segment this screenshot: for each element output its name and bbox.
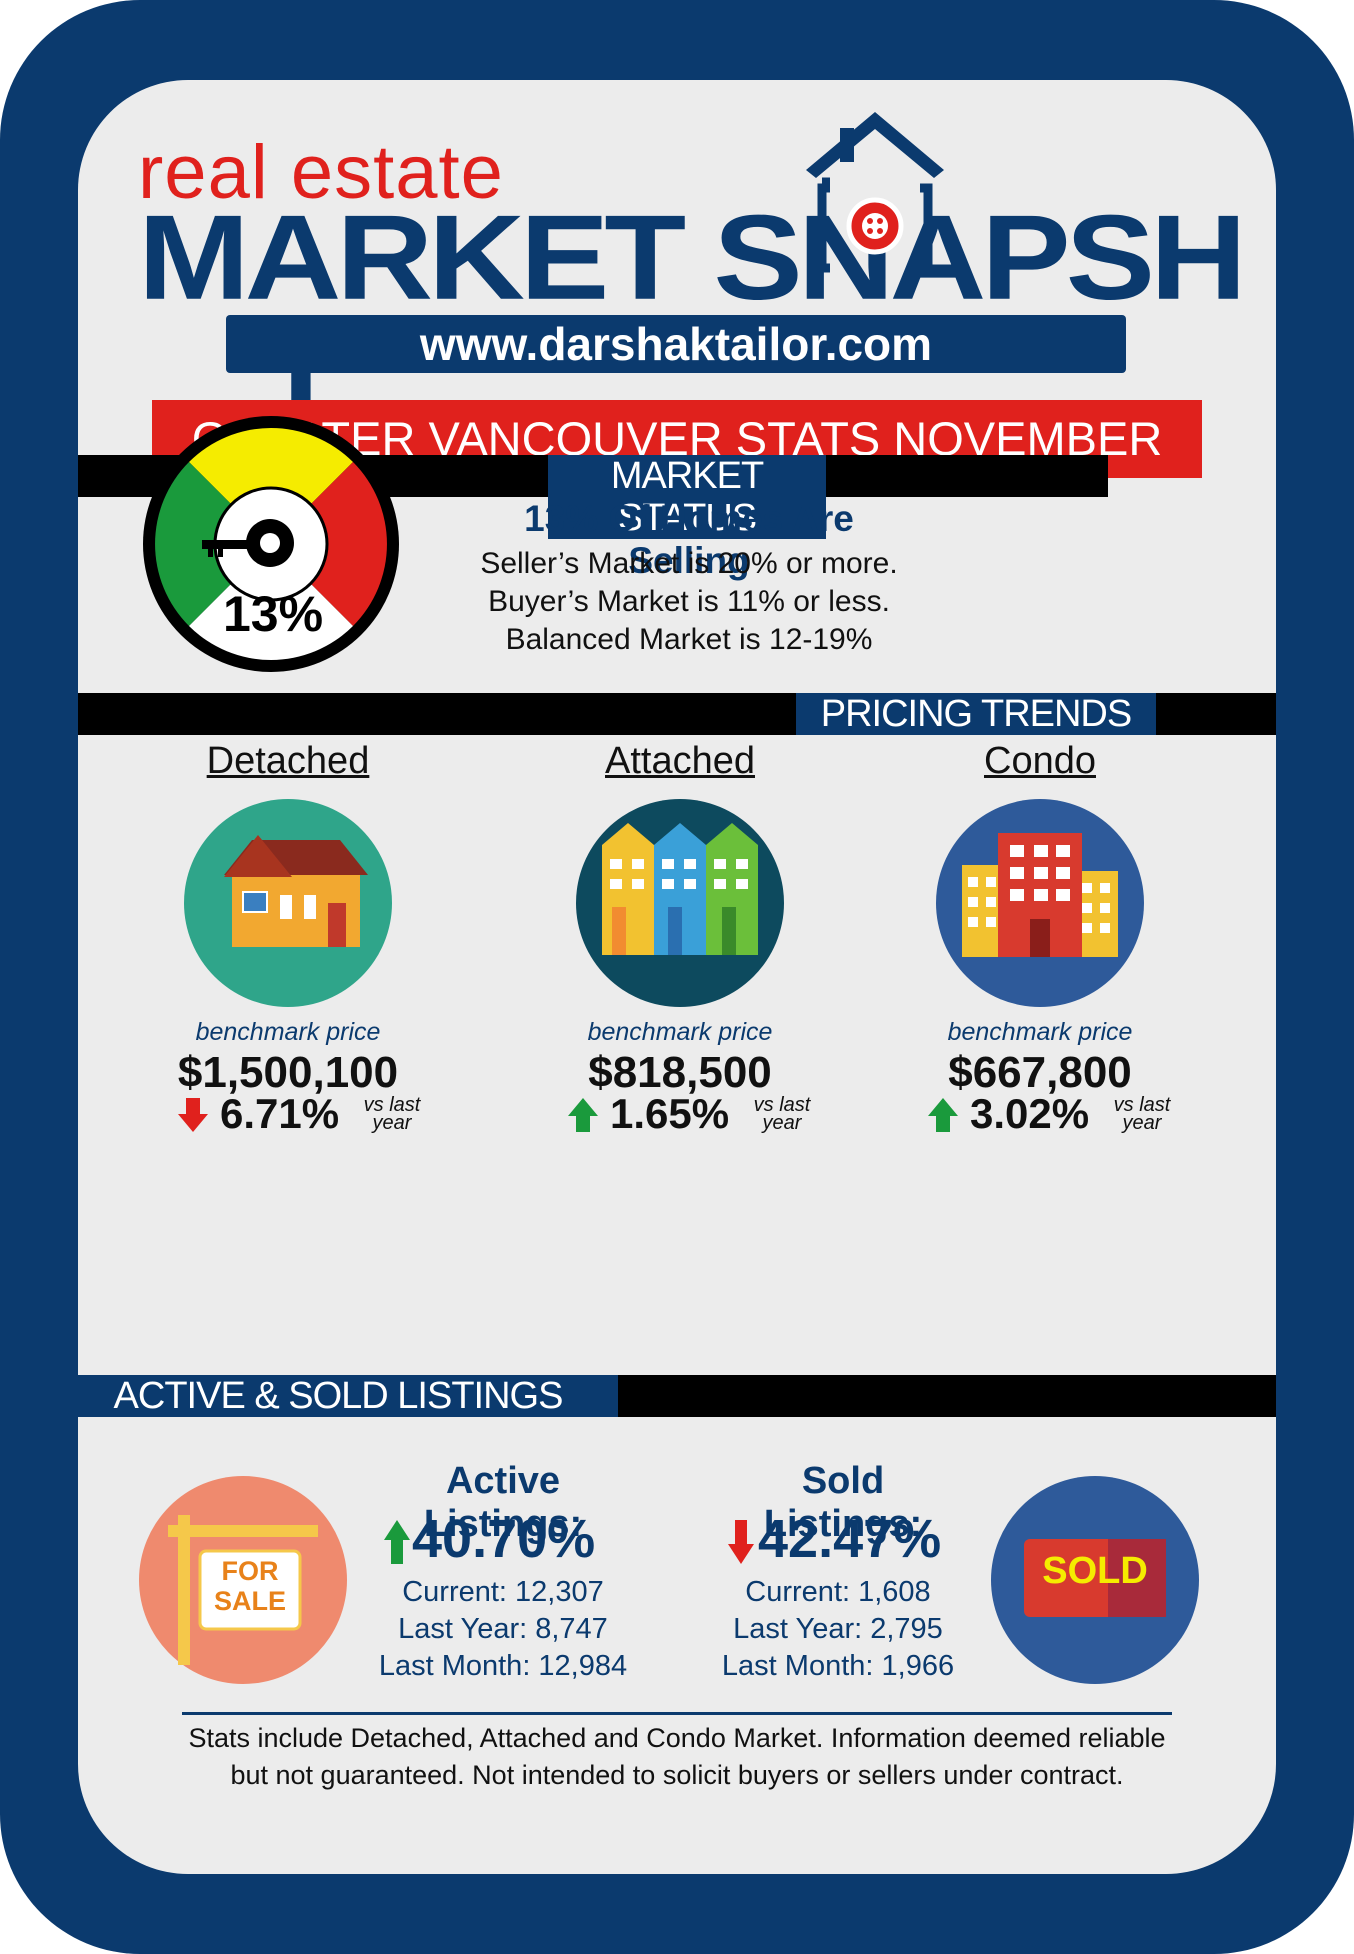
arrow-up-icon [568, 1098, 598, 1132]
attached-title: Attached [605, 740, 755, 782]
sold-listings-pct: 42.47% [758, 1509, 942, 1569]
sold-listings-title: Sold Listings: [763, 1460, 923, 1545]
attached-bench-label: benchmark price [587, 1018, 773, 1046]
condo-price: $667,800 [948, 1048, 1132, 1097]
active-last-month: Last Month: 12,984 [378, 1650, 628, 1682]
market-rules: Seller’s Market is 20% or more. Buyer’s … [474, 545, 904, 659]
website-url[interactable]: www.darshaktailor.com [226, 315, 1126, 373]
market-rule: Buyer’s Market is 11% or less. [488, 585, 890, 618]
market-rule: Seller’s Market is 20% or more. [480, 547, 898, 580]
house-logo-icon [806, 112, 944, 273]
attached-price: $818,500 [588, 1048, 772, 1097]
footer-divider [182, 1712, 1172, 1715]
active-last-year: Last Year: 8,747 [398, 1613, 608, 1645]
vs-line: vs last [753, 1094, 811, 1116]
sold-sign-icon [991, 1476, 1199, 1684]
detached-change: 6.71% [220, 1090, 340, 1137]
arrow-up-icon [384, 1520, 410, 1564]
pricing-label: PRICING TRENDS [796, 693, 1156, 735]
market-rule: Balanced Market is 12-19% [505, 623, 873, 656]
active-listings-title: Active Listings: [423, 1460, 583, 1545]
attached-vs: vs last year [750, 1094, 814, 1134]
condo-change: 3.02% [970, 1090, 1090, 1137]
arrow-down-icon [178, 1098, 208, 1132]
sign-line: FOR [221, 1556, 279, 1586]
detached-bench-label: benchmark price [195, 1018, 381, 1046]
condo-title: Condo [984, 740, 1096, 782]
sold-last-month: Last Month: 1,966 [721, 1650, 955, 1682]
vs-line: vs last [1113, 1094, 1171, 1116]
condo-bench-label: benchmark price [947, 1018, 1133, 1046]
vs-line: year [1122, 1112, 1162, 1134]
sold-listings-details: Current: 1,608 Last Year: 2,795 Last Mon… [718, 1574, 958, 1685]
for-sale-text: FOR SALE [200, 1556, 300, 1616]
gauge-icon [143, 416, 399, 672]
detached-title: Detached [206, 740, 370, 782]
detached-price: $1,500,100 [177, 1048, 399, 1097]
sign-line: SALE [213, 1586, 286, 1616]
sold-sign-text: SOLD [1042, 1550, 1148, 1592]
vs-line: vs last [363, 1094, 421, 1116]
active-listings-details: Current: 12,307 Last Year: 8,747 Last Mo… [368, 1574, 638, 1685]
brand-title-text: MARKET SNAPSH [138, 190, 1247, 325]
house-icon [184, 799, 392, 1007]
vs-line: year [762, 1112, 802, 1134]
active-current: Current: 12,307 [402, 1576, 604, 1608]
arrow-up-icon [928, 1098, 958, 1132]
townhouse-icon [576, 799, 784, 1007]
arrow-down-icon [728, 1520, 754, 1564]
condo-building-icon [936, 799, 1144, 1007]
brand-tagline: real estate [138, 130, 504, 215]
footer-line: Stats include Detached, Attached and Con… [188, 1723, 1166, 1753]
sold-current: Current: 1,608 [745, 1576, 931, 1608]
detached-vs: vs last year [360, 1094, 424, 1134]
footer-line: but not guaranteed. Not intended to soli… [230, 1760, 1124, 1790]
market-headline: 13% Of Homes Are Selling [524, 498, 854, 581]
footer-disclaimer: Stats include Detached, Attached and Con… [138, 1720, 1216, 1794]
listings-label: ACTIVE & SOLD LISTINGS [78, 1375, 618, 1417]
active-listings-pct: 40.70% [412, 1509, 596, 1569]
infographic-card: real estate MARKET SNAPSHT www.darshakta… [78, 80, 1276, 1874]
attached-change: 1.65% [610, 1090, 730, 1137]
vs-line: year [372, 1112, 412, 1134]
for-sale-sign-icon [139, 1476, 347, 1684]
market-status-label: MARKET STATUS [548, 455, 826, 539]
sold-last-year: Last Year: 2,795 [733, 1613, 943, 1645]
gauge-value: 13% [222, 586, 324, 642]
condo-vs: vs last year [1110, 1094, 1174, 1134]
